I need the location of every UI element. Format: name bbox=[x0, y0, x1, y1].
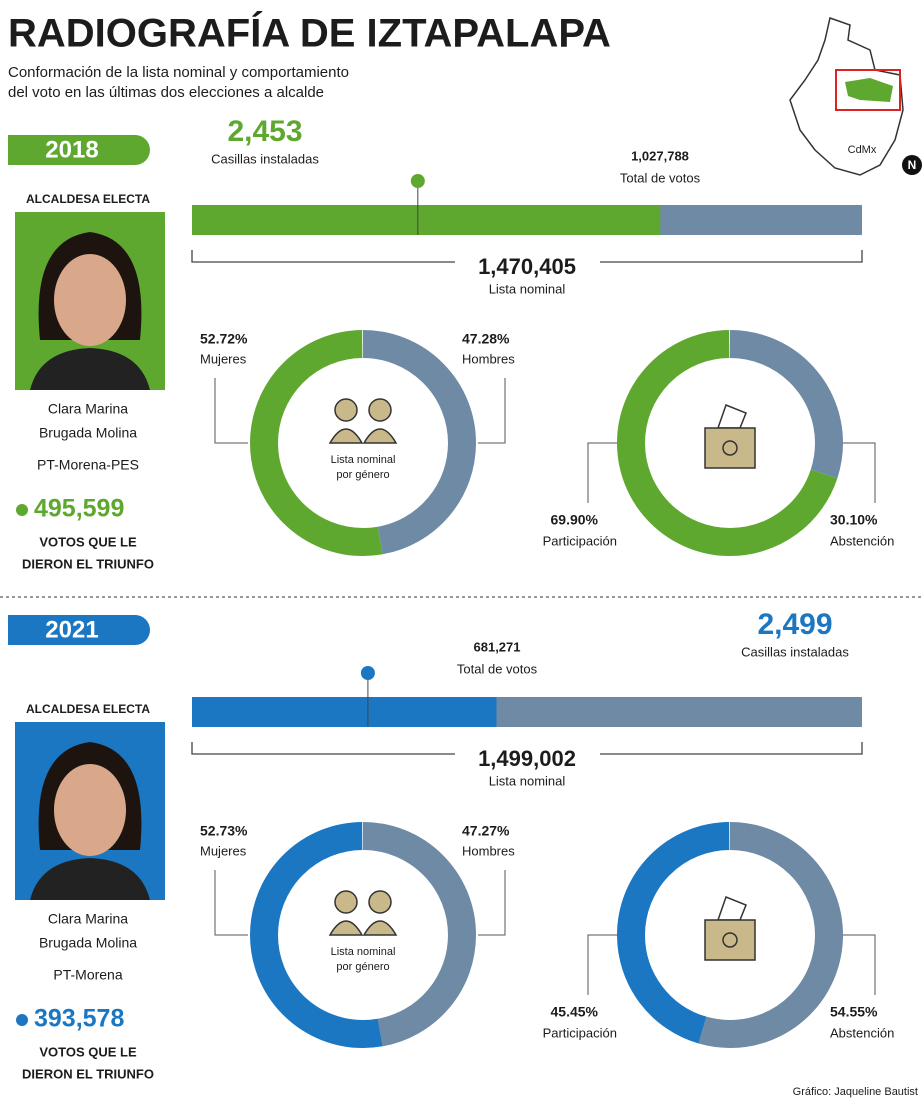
lista-nominal-value: 1,499,002 bbox=[478, 746, 576, 771]
photo bbox=[15, 212, 165, 390]
winner-votes-value: 393,578 bbox=[34, 1005, 124, 1033]
page: RADIOGRAFÍA DE IZTAPALAPA Conformación d… bbox=[0, 0, 924, 1106]
icon-head bbox=[369, 891, 391, 913]
pct-name: Mujeres bbox=[200, 843, 247, 858]
icon-head bbox=[335, 891, 357, 913]
winner-name: Brugada Molina bbox=[39, 425, 137, 441]
icon-body bbox=[364, 429, 396, 443]
photo bbox=[15, 722, 165, 900]
subtitle: del voto en las últimas dos elecciones a… bbox=[8, 84, 324, 101]
pct-name: Participación bbox=[543, 1025, 617, 1040]
pct-label: 45.45% bbox=[551, 1004, 599, 1020]
casillas-label: Casillas instaladas bbox=[211, 151, 319, 166]
year-label: 2021 bbox=[45, 616, 98, 643]
casillas-value: 2,499 bbox=[757, 608, 832, 641]
north-label: N bbox=[908, 158, 917, 172]
pct-name: Abstención bbox=[830, 533, 894, 548]
icon-box bbox=[705, 920, 755, 960]
year-label: 2018 bbox=[45, 136, 98, 163]
total-votes-value: 1,027,788 bbox=[631, 148, 689, 163]
icon-paper bbox=[718, 897, 746, 920]
pct-name: Hombres bbox=[462, 351, 515, 366]
winner-votes-label: VOTOS QUE LE bbox=[39, 1044, 137, 1059]
map-label: CdMx bbox=[848, 144, 877, 156]
winner-party: PT-Morena-PES bbox=[37, 457, 139, 473]
donut-center-label: por género bbox=[336, 961, 389, 973]
pct-label: 54.55% bbox=[830, 1004, 878, 1020]
winner-name: Brugada Molina bbox=[39, 935, 137, 951]
winner-name: Clara Marina bbox=[48, 911, 128, 927]
bar-total-votes bbox=[192, 697, 497, 727]
icon-body bbox=[330, 429, 362, 443]
title: RADIOGRAFÍA DE IZTAPALAPA bbox=[8, 11, 611, 56]
pct-label: 47.28% bbox=[462, 331, 510, 347]
icon-body bbox=[364, 921, 396, 935]
lista-nominal-value: 1,470,405 bbox=[478, 254, 576, 279]
pct-name: Mujeres bbox=[200, 351, 247, 366]
donut-center-label: Lista nominal bbox=[331, 454, 396, 466]
winner-marker bbox=[361, 666, 375, 680]
icon-paper bbox=[718, 405, 746, 428]
pct-name: Participación bbox=[543, 533, 617, 548]
icon-head bbox=[369, 399, 391, 421]
photo-face bbox=[54, 254, 126, 346]
icon-body bbox=[330, 921, 362, 935]
winner-votes-label: DIERON EL TRIUNFO bbox=[22, 1066, 154, 1081]
casillas-value: 2,453 bbox=[227, 115, 302, 148]
winner-party: PT-Morena bbox=[53, 967, 122, 983]
winner-votes-value: 495,599 bbox=[34, 495, 124, 523]
winner-label: ALCALDESA ELECTA bbox=[26, 702, 150, 716]
subtitle: Conformación de la lista nominal y compo… bbox=[8, 64, 349, 81]
credit: Gráfico: Jaqueline Bautist bbox=[793, 1086, 918, 1098]
pct-label: 30.10% bbox=[830, 512, 878, 528]
donut-center-label: por género bbox=[336, 469, 389, 481]
photo-face bbox=[54, 764, 126, 856]
casillas-label: Casillas instaladas bbox=[741, 644, 849, 659]
map: CdMx N bbox=[790, 18, 922, 175]
lista-nominal-label: Lista nominal bbox=[489, 281, 566, 296]
total-votes-label: Total de votos bbox=[620, 170, 701, 185]
winner-votes-label: DIERON EL TRIUNFO bbox=[22, 556, 154, 571]
winner-marker bbox=[411, 174, 425, 188]
pct-name: Abstención bbox=[830, 1025, 894, 1040]
icon-box bbox=[705, 428, 755, 468]
winner-label: ALCALDESA ELECTA bbox=[26, 192, 150, 206]
pct-label: 52.72% bbox=[200, 331, 248, 347]
infographic: RADIOGRAFÍA DE IZTAPALAPA Conformación d… bbox=[0, 0, 924, 1106]
votes-icon bbox=[16, 504, 28, 516]
bar-total-votes bbox=[192, 205, 660, 235]
pct-label: 47.27% bbox=[462, 823, 510, 839]
total-votes-value: 681,271 bbox=[474, 639, 521, 654]
pct-label: 69.90% bbox=[551, 512, 599, 528]
total-votes-label: Total de votos bbox=[457, 661, 538, 676]
pct-name: Hombres bbox=[462, 843, 515, 858]
icon-head bbox=[335, 399, 357, 421]
pct-label: 52.73% bbox=[200, 823, 248, 839]
winner-votes-label: VOTOS QUE LE bbox=[39, 534, 137, 549]
donut-center-label: Lista nominal bbox=[331, 946, 396, 958]
lista-nominal-label: Lista nominal bbox=[489, 773, 566, 788]
winner-name: Clara Marina bbox=[48, 401, 128, 417]
votes-icon bbox=[16, 1014, 28, 1026]
